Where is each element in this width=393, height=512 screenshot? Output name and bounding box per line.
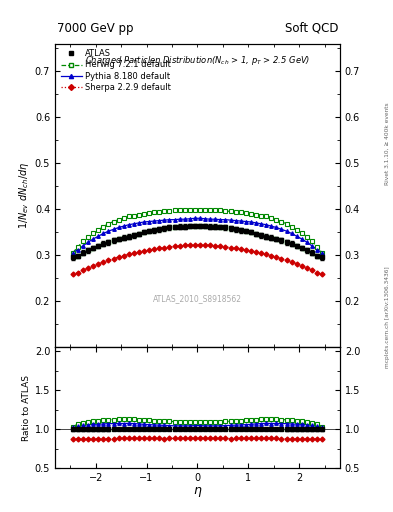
Y-axis label: $1/N_{ev}\ dN_{ch}/d\eta$: $1/N_{ev}\ dN_{ch}/d\eta$ (17, 161, 31, 229)
X-axis label: $\eta$: $\eta$ (193, 485, 202, 499)
Text: ATLAS_2010_S8918562: ATLAS_2010_S8918562 (153, 294, 242, 303)
Y-axis label: Ratio to ATLAS: Ratio to ATLAS (22, 375, 31, 441)
Text: mcplots.cern.ch [arXiv:1306.3436]: mcplots.cern.ch [arXiv:1306.3436] (385, 267, 389, 368)
Text: 7000 GeV pp: 7000 GeV pp (57, 22, 134, 34)
Text: Charged Particle$\eta$ Distribution($N_{ch}$ > 1, $p_T$ > 2.5 GeV): Charged Particle$\eta$ Distribution($N_{… (85, 54, 310, 67)
Legend: ATLAS, Herwig 7.2.1 default, Pythia 8.180 default, Sherpa 2.2.9 default: ATLAS, Herwig 7.2.1 default, Pythia 8.18… (59, 48, 173, 93)
Text: Soft QCD: Soft QCD (285, 22, 339, 34)
Text: Rivet 3.1.10, ≥ 400k events: Rivet 3.1.10, ≥ 400k events (385, 102, 389, 185)
